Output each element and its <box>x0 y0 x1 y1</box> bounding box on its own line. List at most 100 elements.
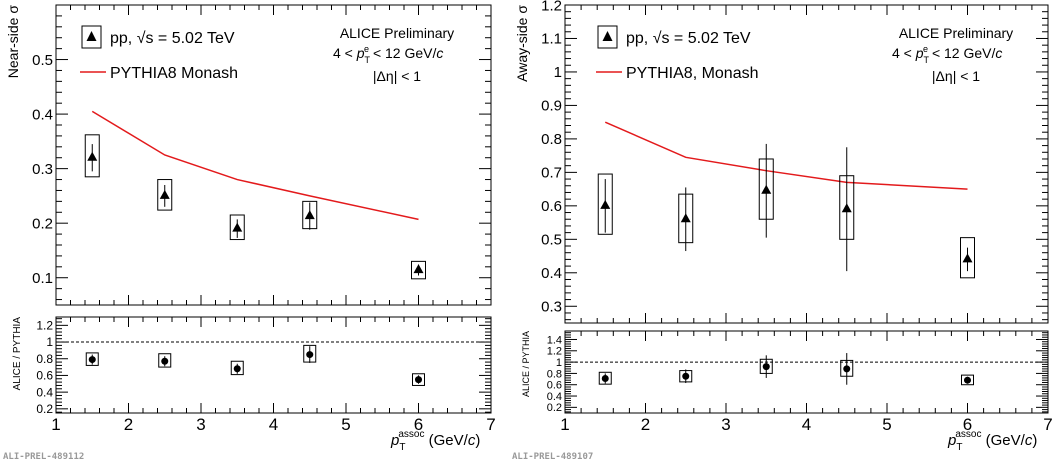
plot-frame <box>55 316 492 414</box>
x-tick-label: 1 <box>560 415 569 434</box>
main-pad-right: 0.3 0.4 0.5 0.6 0.7 0.8 0.9 1 1.1 1.2 Away-side σ <box>514 0 1049 324</box>
y-tick-label: 1.2 <box>541 0 562 14</box>
data-point <box>412 373 425 386</box>
data-point <box>597 173 613 235</box>
circle-marker <box>762 363 770 371</box>
circle-marker <box>601 375 609 383</box>
data-point <box>157 179 173 211</box>
data-point <box>158 353 172 368</box>
y-tick-label: 0.3 <box>32 161 53 178</box>
y-tick-label: 0.6 <box>541 198 562 215</box>
data-point <box>679 369 693 384</box>
data-point <box>229 214 245 241</box>
circle-marker <box>415 376 422 384</box>
systematic-box <box>85 352 99 366</box>
annotation: ALICE Preliminary 4 < pTe < 12 GeV/c |Δη| … <box>892 25 1013 84</box>
systematic-box <box>158 353 172 368</box>
systematic-box <box>230 360 244 376</box>
y-tick-label: 0.7 <box>541 165 562 182</box>
pt-range-label: 4 < pTe < 12 GeV/c <box>892 44 1002 65</box>
x-tick-label: 1 <box>51 415 60 434</box>
legend: pp, √s = 5.02 TeV PYTHIA8 Monash <box>80 25 238 82</box>
data-point <box>678 187 694 252</box>
y-tick-label: 0.3 <box>541 299 562 316</box>
y-tick-label: 1 <box>46 335 53 349</box>
x-tick-label: 5 <box>882 415 891 434</box>
y-tick-label: 0.2 <box>36 402 53 416</box>
panel-left: 0.1 0.2 0.3 0.4 0.5 Near-side σ 0.2 0.4 0.6 0.8 1 1… <box>3 4 496 462</box>
x-tick-label: 2 <box>124 415 133 434</box>
x-tick-label: 3 <box>721 415 730 434</box>
y-tick-label: 1 <box>556 357 562 369</box>
systematic-box <box>84 134 100 178</box>
y-axis-title: Away-side σ <box>514 5 530 82</box>
data-point <box>961 374 974 386</box>
annotation: ALICE Preliminary 4 < pTe < 12 GeV/c |Δη| … <box>333 25 454 84</box>
data-point <box>759 355 773 378</box>
systematic-box <box>229 214 245 241</box>
legend: pp, √s = 5.02 TeV PYTHIA8, Monash <box>596 25 759 82</box>
legend-triangle-marker <box>86 31 97 41</box>
y-tick-label: 0.6 <box>36 369 53 383</box>
x-tick-label: 7 <box>486 415 495 434</box>
ratio-y-axis-title: ALICE / PYTHIA <box>521 331 531 397</box>
x-axis-title: pTassoc (GeV/c) <box>947 429 1037 453</box>
x-tick-label: 6 <box>963 415 972 434</box>
data-point <box>839 147 855 272</box>
triangle-marker <box>962 253 973 263</box>
y-tick-label: 0.2 <box>32 215 53 232</box>
y-tick-label: 1.2 <box>547 346 562 358</box>
legend-data-label: pp, √s = 5.02 TeV <box>110 30 235 47</box>
triangle-marker <box>159 189 170 199</box>
y-tick-label: 0.4 <box>547 391 562 403</box>
triangle-marker <box>87 151 98 161</box>
y-tick-label: 0.1 <box>32 270 53 287</box>
ratio-y-axis-title: ALICE / PYTHIA <box>12 317 23 391</box>
triangle-marker <box>761 184 772 194</box>
systematic-box <box>412 373 425 386</box>
y-tick-label: 1 <box>554 64 562 81</box>
triangle-marker <box>232 222 243 232</box>
y-tick-label: 0.8 <box>547 368 562 380</box>
alice-watermark-id: ALI-PREL-489107 <box>512 452 593 462</box>
systematic-box <box>411 260 426 280</box>
eta-range-label: |Δη| < 1 <box>373 68 421 84</box>
legend-data-box <box>597 25 618 49</box>
data-point <box>598 371 612 385</box>
legend-triangle-marker <box>602 31 613 41</box>
data-point <box>230 360 244 376</box>
x-tick-label: 3 <box>196 415 205 434</box>
triangle-marker <box>841 203 852 213</box>
pythia-model-line <box>91 110 419 221</box>
data-point <box>411 260 426 280</box>
y-tick-label: 1.2 <box>36 319 53 333</box>
ratio-pad-right: 0.20.40.60.811.21.4 ALICE / PYTHIA <box>521 330 1049 414</box>
systematic-box <box>598 371 612 385</box>
triangle-marker <box>600 199 611 209</box>
y-tick-label: 0.4 <box>32 106 53 123</box>
legend-data-box <box>81 25 102 49</box>
y-tick-label: 1.1 <box>541 31 562 48</box>
circle-marker <box>306 351 314 359</box>
data-point <box>960 237 975 279</box>
y-tick-label: 0.2 <box>547 402 562 414</box>
y-tick-label: 0.4 <box>541 265 562 282</box>
triangle-marker <box>680 213 691 223</box>
x-tick-label: 5 <box>341 415 350 434</box>
circle-marker <box>964 376 971 384</box>
y-tick-label: 0.8 <box>541 131 562 148</box>
y-axis-title: Near-side σ <box>5 5 21 79</box>
x-tick-label: 2 <box>641 415 650 434</box>
circle-marker <box>88 356 96 364</box>
x-axis-title: pTassoc (GeV/c) <box>390 429 480 453</box>
legend-model-label: PYTHIA8 Monash <box>110 65 238 82</box>
systematic-box <box>961 374 974 386</box>
data-point <box>85 352 99 366</box>
data-point <box>303 344 317 363</box>
systematic-box <box>157 179 173 211</box>
pt-range-label: 4 < pTe < 12 GeV/c <box>333 44 443 65</box>
x-tick-label: 4 <box>802 415 811 434</box>
systematic-box <box>597 173 613 235</box>
